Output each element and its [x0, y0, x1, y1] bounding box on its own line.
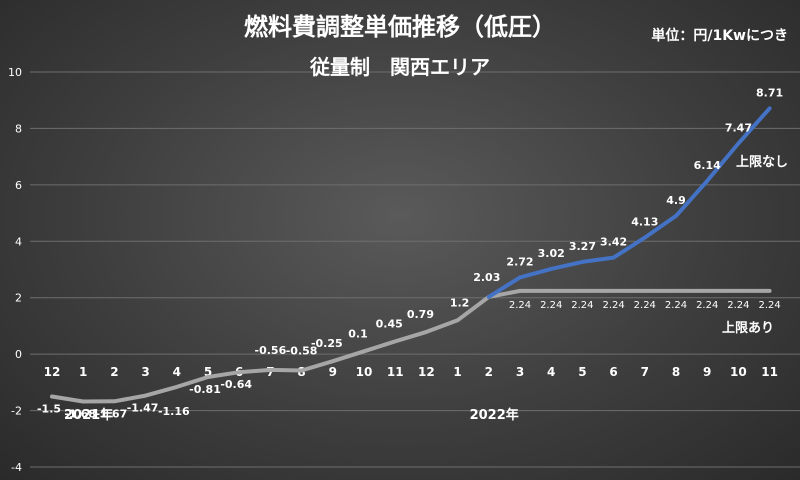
gridlines	[30, 71, 800, 468]
y-tick-label: 8	[15, 122, 22, 135]
data-label: 3.27	[569, 240, 596, 253]
data-label: 2.24	[509, 300, 531, 311]
year-label: 2022年	[470, 407, 519, 423]
x-tick-label: 10	[730, 365, 747, 379]
y-tick-label: 4	[15, 235, 22, 248]
data-label: -0.81	[189, 383, 221, 396]
data-label: -0.25	[311, 337, 343, 350]
chart-title: 燃料費調整単価推移（低圧）	[244, 13, 556, 41]
y-tick-label: 6	[15, 179, 22, 192]
year-labels: 2021年 2022年	[64, 407, 519, 423]
year-label: 2021年	[64, 407, 113, 423]
x-tick-label: 8	[672, 365, 680, 379]
data-label: 2.24	[634, 300, 656, 311]
x-tick-label: 3	[141, 365, 149, 379]
data-label: 2.24	[571, 300, 593, 311]
data-label: -1.67	[96, 407, 128, 420]
data-label: 0.79	[407, 308, 434, 321]
data-label: -0.64	[220, 378, 252, 391]
data-label: -0.58	[286, 345, 318, 358]
x-tick-label: 11	[761, 365, 778, 379]
data-label: 2.24	[696, 300, 718, 311]
data-label: -0.56	[255, 344, 287, 357]
data-label: 7.47	[725, 121, 752, 134]
x-tick-label: 9	[329, 365, 337, 379]
x-tick-label: 9	[703, 365, 711, 379]
data-label: 8.71	[756, 86, 783, 99]
x-tick-label: 1	[79, 365, 87, 379]
x-tick-label: 12	[44, 365, 61, 379]
x-tick-label: 7	[641, 365, 649, 379]
x-tick-label: 6	[609, 365, 617, 379]
x-tick-label: 10	[356, 365, 373, 379]
series-name-no-cap: 上限なし	[736, 155, 788, 170]
x-tick-label: 4	[547, 365, 555, 379]
x-tick-label: 11	[387, 365, 404, 379]
data-label: 1.2	[450, 296, 470, 309]
data-label: -1.47	[127, 402, 159, 415]
y-tick-label: 10	[8, 66, 22, 79]
series-lines	[50, 106, 772, 404]
data-label: 2.24	[665, 300, 687, 311]
x-tick-label: 1	[453, 365, 461, 379]
data-label: -1.68	[64, 408, 96, 421]
series-line-no-cap	[486, 106, 772, 299]
x-tick-label: 4	[173, 365, 181, 379]
y-tick-label: 0	[15, 348, 22, 361]
unit-note: 単位：円/1Kwにつき	[651, 27, 788, 44]
data-label: 3.02	[538, 247, 565, 260]
y-tick-label: 2	[15, 292, 22, 305]
data-label: 4.9	[666, 194, 686, 207]
data-label: 2.03	[473, 271, 500, 284]
data-label: 4.13	[631, 216, 658, 229]
data-label: 3.42	[600, 236, 627, 249]
chart-subtitle: 従量制 関西エリア	[309, 55, 490, 79]
x-tick-label: 2	[110, 365, 118, 379]
data-label: 2.24	[540, 300, 562, 311]
data-labels: 2.03 2.72 3.02 3.27 3.42 4.13 4.9 6.14 7.47 8.71 -…	[37, 86, 783, 420]
data-label: 0.45	[376, 317, 403, 330]
x-tick-label: 2	[485, 365, 493, 379]
data-label: 0.1	[348, 327, 368, 340]
data-label: -1.5	[37, 402, 61, 415]
y-tick-label: -2	[11, 405, 22, 418]
x-tick-label: 5	[204, 365, 212, 379]
x-tick-label: 12	[418, 365, 435, 379]
x-axis: 12 1 2 3 4 5 6 7 8 9 10 11 12 1 2 3 4 5 6 7 8 9 10 11	[44, 365, 778, 379]
x-tick-label: 5	[578, 365, 586, 379]
series-line-capped	[50, 288, 772, 404]
data-label: 2.24	[758, 300, 780, 311]
x-tick-label: 3	[516, 365, 524, 379]
data-label: 6.14	[694, 159, 721, 172]
data-label: 2.24	[602, 300, 624, 311]
data-label: 2.24	[727, 300, 749, 311]
y-tick-label: -4	[11, 461, 22, 474]
x-tick-label: 7	[266, 365, 274, 379]
series-name-capped: 上限あり	[722, 321, 774, 336]
y-axis: -4 -2 0 2 4 6 8 10	[8, 66, 22, 474]
data-label: 2.72	[506, 255, 533, 268]
data-label: -1.16	[158, 405, 190, 418]
